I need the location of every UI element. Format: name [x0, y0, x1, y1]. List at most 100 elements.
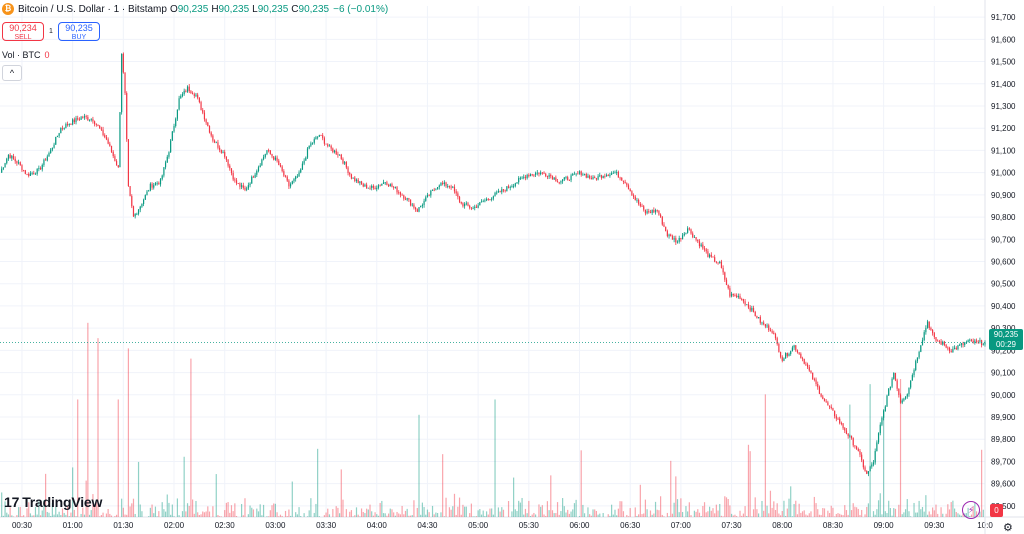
candle — [281, 165, 283, 173]
candle-body — [742, 299, 744, 302]
candle-body — [651, 209, 653, 213]
volume-bar — [122, 507, 124, 517]
volume-bar — [876, 509, 878, 517]
candle-body — [540, 172, 542, 175]
candle — [560, 180, 562, 185]
candle — [455, 189, 457, 197]
volume-bar — [202, 511, 204, 517]
candle-body — [430, 190, 432, 196]
candle — [646, 208, 648, 215]
volume-bar — [771, 507, 773, 517]
volume-legend[interactable]: Vol · BTC 0 — [2, 50, 50, 60]
candle-body — [38, 168, 40, 169]
candle-body — [906, 394, 908, 397]
candle — [818, 385, 821, 395]
candle — [888, 388, 890, 396]
candle — [227, 158, 229, 168]
candle-body — [727, 285, 729, 289]
candle — [756, 315, 758, 319]
candle-body — [100, 128, 102, 130]
y-tick-label: 90,200 — [991, 346, 1016, 355]
candle — [36, 168, 38, 176]
candle-body — [109, 143, 111, 146]
candle — [72, 118, 74, 126]
candle — [957, 344, 959, 351]
candle — [864, 465, 866, 472]
volume-bar — [170, 514, 172, 517]
buy-button[interactable]: 90,235 BUY — [58, 22, 100, 41]
volume-bar — [764, 394, 766, 517]
tradingview-logo[interactable]: 17 TradingView — [4, 494, 102, 510]
alert-badge[interactable]: 0 — [990, 504, 1003, 517]
volume-bar — [73, 509, 75, 517]
candle-body — [676, 241, 679, 243]
candle-body — [398, 192, 400, 194]
candle-body — [766, 325, 768, 327]
candle-body — [578, 171, 581, 174]
candle — [100, 126, 102, 131]
volume-bar — [418, 414, 420, 517]
candle — [737, 293, 739, 299]
candle-body — [786, 353, 788, 356]
candle — [369, 185, 371, 190]
candle-body — [399, 192, 402, 195]
candle-body — [362, 184, 364, 187]
candle — [391, 182, 393, 188]
candle — [969, 338, 971, 342]
candle-body — [585, 173, 587, 178]
volume-bar — [769, 490, 772, 517]
candle-body — [861, 454, 863, 461]
symbol-title[interactable]: Bitcoin / U.S. Dollar · 1 · Bitstamp — [18, 3, 167, 15]
volume-bar — [433, 514, 435, 517]
candle — [675, 235, 677, 245]
volume-bar — [115, 514, 118, 517]
candle-body — [984, 342, 986, 345]
candle — [543, 171, 545, 175]
candle-body — [982, 344, 984, 346]
candle-body — [879, 424, 881, 434]
candle — [31, 171, 33, 176]
candle — [590, 175, 592, 180]
candle-body — [308, 145, 310, 149]
candle — [866, 470, 868, 475]
collapse-chevron-icon[interactable]: ^ — [2, 65, 22, 81]
candle-body — [524, 176, 527, 179]
volume-bar — [256, 508, 258, 517]
candle — [323, 136, 325, 146]
volume-bar — [935, 504, 937, 517]
candle — [244, 185, 246, 192]
volume-bar — [192, 499, 194, 517]
gear-icon[interactable]: ⚙ — [1003, 522, 1013, 534]
candle — [354, 176, 356, 183]
volume-bar — [61, 508, 64, 517]
sell-button[interactable]: 90,234 SELL — [2, 22, 44, 41]
volume-bar — [465, 506, 467, 517]
candle — [813, 377, 815, 382]
candle-body — [903, 398, 905, 401]
candle — [112, 150, 114, 159]
candle-body — [283, 171, 285, 176]
candle-body — [75, 118, 77, 123]
volume-bar — [560, 511, 562, 517]
volume-bar — [761, 500, 763, 517]
candle-body — [592, 177, 594, 180]
volume-bar — [477, 510, 479, 517]
volume-bar — [687, 511, 689, 517]
candle-body — [159, 179, 162, 185]
candle-body — [122, 53, 124, 73]
lightning-icon[interactable]: ⚡ — [962, 501, 980, 519]
candle-body — [320, 135, 322, 136]
candle — [203, 110, 206, 122]
candle-body — [507, 186, 510, 188]
candle — [431, 189, 434, 191]
candle-body — [207, 122, 209, 127]
candle — [555, 175, 557, 182]
candle — [589, 174, 591, 180]
candle — [594, 175, 596, 179]
candle — [901, 398, 903, 405]
candle-body — [382, 182, 385, 184]
candle — [396, 186, 398, 195]
candle — [278, 158, 280, 166]
candle-body — [367, 187, 369, 189]
